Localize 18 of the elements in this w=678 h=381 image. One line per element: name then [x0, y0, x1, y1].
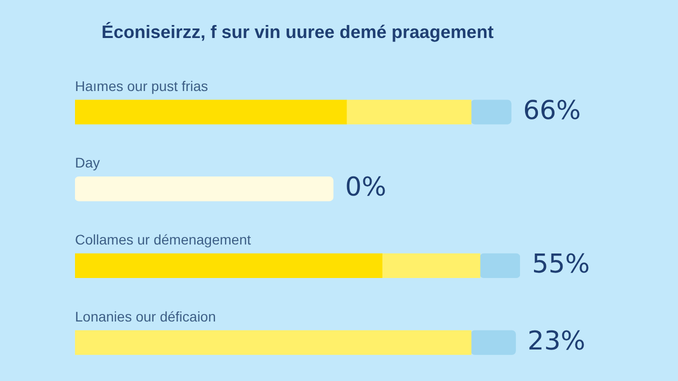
y-tick-label: Lonanies our déficaion [75, 308, 216, 324]
bar [75, 253, 382, 278]
bar [75, 100, 347, 124]
chart-title: Éconiseirzz, f sur vin uuree demé praagement [101, 22, 494, 42]
bar [75, 330, 472, 355]
bar [480, 253, 520, 278]
y-tick-label: Haımes our pust frias [75, 78, 208, 94]
text: 23% [528, 326, 586, 356]
bar [382, 253, 480, 278]
text: 66% [523, 96, 581, 126]
bar [470, 330, 516, 355]
bar [470, 100, 512, 124]
bar [75, 176, 334, 202]
bar [346, 100, 472, 124]
text: 55% [532, 249, 590, 280]
y-tick-label: Day [75, 154, 100, 171]
y-tick-label: Collames ur démenagement [75, 232, 251, 248]
annotation: 0% [345, 172, 386, 203]
